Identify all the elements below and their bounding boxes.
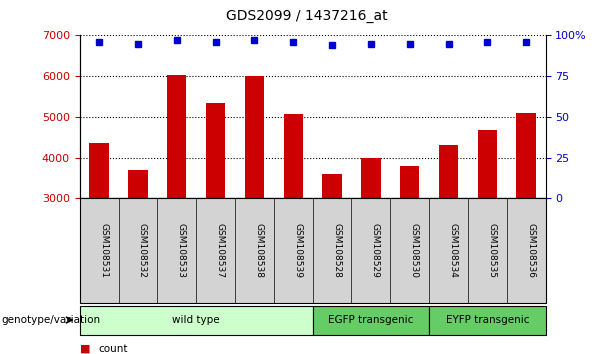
Bar — [361, 158, 381, 198]
Text: GSM108533: GSM108533 — [177, 223, 186, 278]
Text: GSM108530: GSM108530 — [409, 223, 419, 278]
Bar — [516, 113, 536, 198]
Text: GDS2099 / 1437216_at: GDS2099 / 1437216_at — [226, 9, 387, 23]
Text: GSM108538: GSM108538 — [254, 223, 264, 278]
Text: count: count — [98, 344, 128, 354]
Text: GSM108535: GSM108535 — [487, 223, 497, 278]
Text: GSM108528: GSM108528 — [332, 223, 341, 278]
Text: ■: ■ — [80, 344, 90, 354]
Text: GSM108539: GSM108539 — [293, 223, 302, 278]
Bar — [128, 170, 148, 198]
Bar — [206, 103, 226, 198]
Bar — [284, 114, 303, 198]
Bar — [322, 174, 342, 198]
Text: EGFP transgenic: EGFP transgenic — [328, 315, 414, 325]
Text: GSM108537: GSM108537 — [216, 223, 224, 278]
Text: GSM108532: GSM108532 — [138, 223, 147, 278]
Text: wild type: wild type — [172, 315, 220, 325]
Text: GSM108529: GSM108529 — [371, 223, 380, 278]
Text: GSM108536: GSM108536 — [526, 223, 535, 278]
Bar — [439, 145, 459, 198]
Text: GSM108534: GSM108534 — [449, 223, 457, 278]
Bar — [400, 166, 419, 198]
Bar — [478, 130, 497, 198]
Bar — [245, 76, 264, 198]
Text: genotype/variation: genotype/variation — [1, 315, 101, 325]
Text: GSM108531: GSM108531 — [99, 223, 108, 278]
Bar — [167, 75, 186, 198]
Text: EYFP transgenic: EYFP transgenic — [446, 315, 529, 325]
Bar — [89, 143, 109, 198]
